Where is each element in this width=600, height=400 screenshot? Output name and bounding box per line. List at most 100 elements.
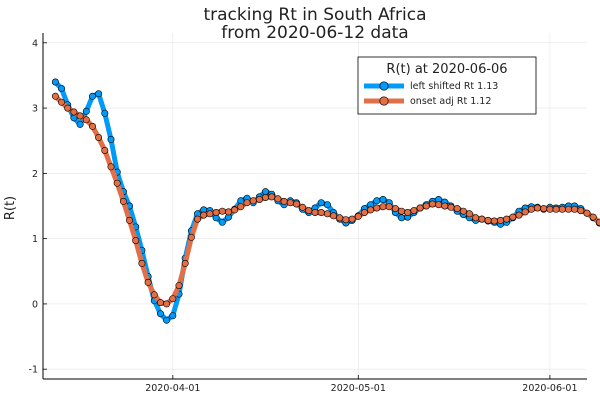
data-point-onset-adj [317,209,325,217]
data-point-onset-adj [379,203,387,211]
data-point-left-shifted [89,92,97,100]
data-point-left-shifted [373,197,381,205]
data-point-left-shifted [163,316,171,324]
data-point-onset-adj [261,194,269,202]
data-point-onset-adj [397,207,405,215]
data-point-onset-adj [472,214,480,222]
data-point-onset-adj [163,300,171,308]
data-point-onset-adj [435,201,443,209]
data-point-onset-adj [132,237,140,245]
data-point-onset-adj [391,205,399,213]
y-tick-label: -1 [29,365,38,376]
data-point-onset-adj [552,205,560,213]
data-point-onset-adj [200,211,208,219]
y-axis-label: R(t) [3,196,18,220]
data-point-onset-adj [299,203,307,211]
legend-label-left-shifted: left shifted Rt 1.13 [410,81,498,92]
data-point-onset-adj [577,207,585,215]
data-point-onset-adj [546,205,554,213]
data-point-onset-adj [410,207,418,215]
data-point-onset-adj [329,212,337,220]
data-point-onset-adj [447,203,455,211]
data-point-onset-adj [157,299,165,307]
data-point-onset-adj [428,200,436,208]
data-point-left-shifted [76,120,84,128]
data-point-onset-adj [206,210,214,218]
y-tick-label: 3 [32,104,38,115]
data-point-onset-adj [323,210,331,218]
data-point-onset-adj [571,205,579,213]
legend-swatch-marker-left-shifted [379,81,389,91]
data-point-onset-adj [268,193,276,201]
data-point-onset-adj [354,212,362,220]
data-point-onset-adj [70,108,78,116]
data-point-onset-adj [385,203,393,211]
data-point-left-shifted [95,90,103,98]
data-point-onset-adj [126,216,134,224]
x-tick-label: 2020-05-01 [331,383,386,394]
data-point-onset-adj [255,196,263,204]
data-point-onset-adj [286,199,294,207]
data-point-left-shifted [82,107,90,115]
data-point-onset-adj [305,207,313,215]
data-point-left-shifted [317,199,325,207]
data-point-onset-adj [89,122,97,130]
data-point-onset-adj [367,206,375,214]
data-point-onset-adj [280,197,288,205]
data-point-onset-adj [465,210,473,218]
data-point-onset-adj [181,259,189,267]
data-point-onset-adj [484,216,492,224]
y-tick-label: 4 [32,38,38,49]
data-point-onset-adj [237,203,245,211]
data-point-onset-adj [478,215,486,223]
data-point-onset-adj [64,104,72,112]
data-point-onset-adj [243,199,251,207]
data-point-left-shifted [261,188,269,196]
data-point-onset-adj [558,205,566,213]
data-point-left-shifted [101,109,109,117]
data-point-left-shifted [169,312,177,320]
data-point-onset-adj [95,134,103,142]
data-point-left-shifted [51,78,59,86]
data-point-onset-adj [119,197,127,205]
data-point-onset-adj [249,197,257,205]
data-point-onset-adj [422,202,430,210]
legend: R(t) at 2020-06-06 left shifted Rt 1.13 … [357,56,537,115]
series [51,78,600,324]
data-point-onset-adj [595,218,600,226]
data-point-onset-adj [348,215,356,223]
data-point-onset-adj [360,209,368,217]
data-point-onset-adj [113,179,121,187]
data-point-onset-adj [441,202,449,210]
data-point-left-shifted [107,135,115,143]
legend-label-onset-adj: onset adj Rt 1.12 [410,96,491,107]
data-point-onset-adj [521,208,529,216]
data-point-onset-adj [490,217,498,225]
data-point-onset-adj [194,215,202,223]
data-point-onset-adj [76,112,84,120]
data-point-onset-adj [564,205,572,213]
data-point-onset-adj [373,204,381,212]
data-point-onset-adj [144,278,152,286]
data-point-onset-adj [416,204,424,212]
data-point-onset-adj [503,215,511,223]
chart-subtitle: from 2020-06-12 data [221,23,408,43]
x-tick-label: 2020-04-01 [145,383,200,394]
data-point-onset-adj [583,209,591,217]
data-point-onset-adj [138,259,146,267]
data-point-onset-adj [336,214,344,222]
data-point-onset-adj [187,233,195,241]
data-point-onset-adj [311,209,319,217]
data-point-onset-adj [540,205,548,213]
data-point-onset-adj [533,204,541,212]
data-point-onset-adj [589,213,597,221]
data-point-onset-adj [496,216,504,224]
data-point-left-shifted [323,201,331,209]
data-point-onset-adj [527,205,535,213]
y-tick-label: 0 [32,299,38,310]
x-tick-labels: 2020-04-01 2020-05-01 2020-06-01 [145,383,577,394]
data-point-onset-adj [274,195,282,203]
data-point-onset-adj [515,211,523,219]
chart-title: tracking Rt in South Africa [203,5,426,25]
data-point-onset-adj [404,209,412,217]
